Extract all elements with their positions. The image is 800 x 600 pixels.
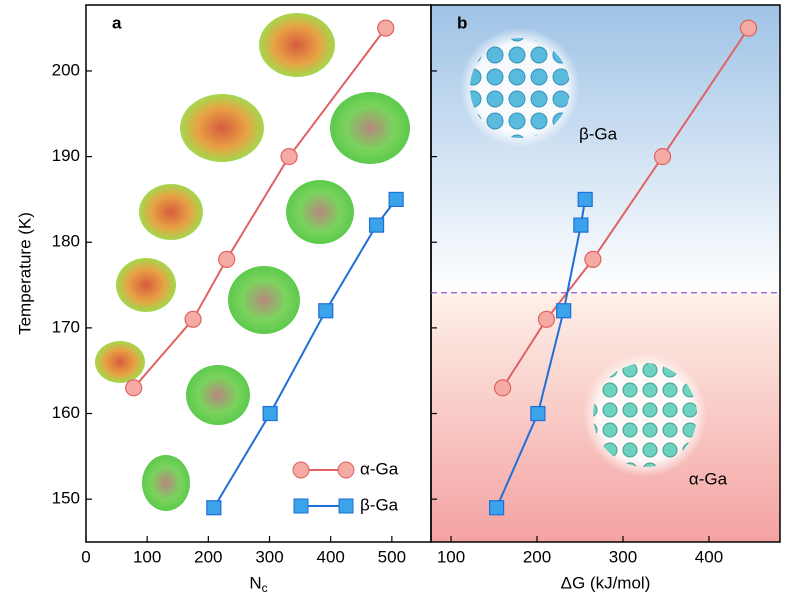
- y-tick-label: 200: [52, 60, 80, 79]
- marker: [556, 303, 572, 319]
- marker: [377, 19, 395, 37]
- marker: [584, 250, 602, 268]
- y-tick-label: 160: [52, 403, 80, 422]
- marker: [368, 217, 385, 233]
- panel-label: a: [112, 13, 122, 32]
- x-tick-label: 200: [194, 547, 222, 566]
- x-tick-label: 400: [316, 547, 344, 566]
- marker: [318, 303, 334, 319]
- marker: [494, 379, 512, 397]
- marker: [262, 405, 278, 422]
- annotation: α-Ga: [689, 469, 728, 488]
- marker: [577, 191, 593, 208]
- marker: [280, 147, 298, 166]
- x-tick-label: 300: [255, 547, 283, 566]
- marker: [537, 310, 556, 328]
- x-tick-label: 100: [133, 547, 161, 566]
- marker: [388, 191, 404, 208]
- panel-label: b: [457, 13, 467, 32]
- axes-frame: [430, 4, 781, 543]
- x-tick-label: 500: [378, 547, 406, 566]
- legend-marker: [293, 498, 309, 514]
- x-tick-label: 200: [523, 547, 551, 566]
- nanoparticles: [95, 13, 707, 511]
- x-tick-label: 100: [437, 547, 465, 566]
- legend-label: β-Ga: [360, 495, 399, 514]
- marker: [206, 500, 222, 516]
- annotation: β-Ga: [579, 124, 618, 143]
- x-axis-label: Nc: [249, 573, 267, 595]
- x-tick-label: 300: [609, 547, 637, 566]
- y-tick-label: 180: [52, 232, 80, 251]
- x-axis-label: ΔG (kJ/mol): [561, 573, 651, 592]
- legend-label: α-Ga: [360, 459, 399, 478]
- marker: [530, 405, 546, 422]
- y-tick-label: 150: [52, 489, 80, 508]
- legend-marker: [337, 461, 355, 479]
- x-tick-label: 400: [695, 547, 723, 566]
- marker: [739, 19, 758, 37]
- marker: [184, 310, 202, 328]
- marker: [573, 217, 589, 233]
- legend-marker: [292, 461, 310, 479]
- marker: [218, 250, 236, 268]
- marker: [125, 379, 143, 397]
- marker: [489, 500, 505, 516]
- y-tick-label: 190: [52, 146, 80, 165]
- legend-marker: [338, 498, 354, 514]
- x-tick-label: 0: [81, 547, 90, 566]
- marker: [653, 147, 672, 166]
- y-axis-label: Temperature (K): [15, 212, 34, 335]
- x-axis-label-subscript: c: [262, 581, 268, 595]
- y-tick-label: 170: [52, 317, 80, 336]
